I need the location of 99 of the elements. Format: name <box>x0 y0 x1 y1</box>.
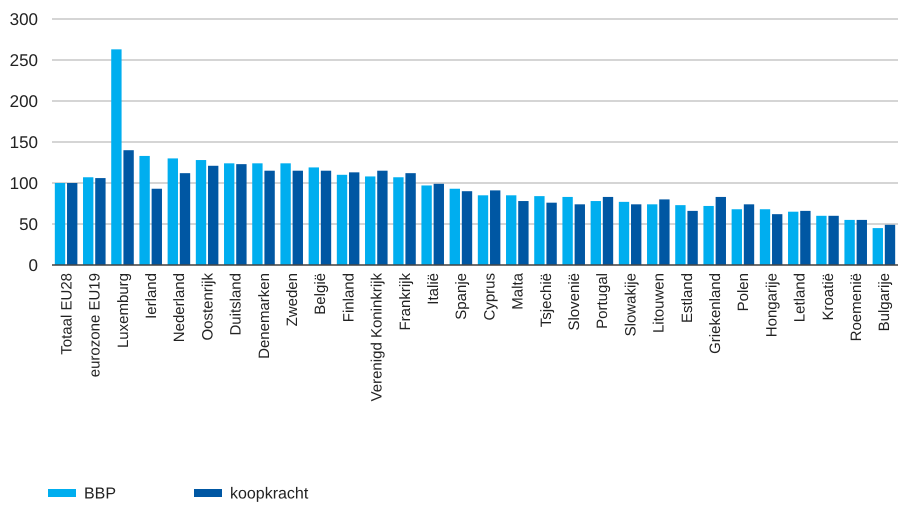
bar <box>760 209 770 265</box>
bar <box>788 212 798 265</box>
bar <box>152 188 162 265</box>
bar <box>377 170 388 265</box>
bar <box>506 195 516 265</box>
x-tick-label: Frankrijk <box>396 272 414 331</box>
x-tick-label: Spanje <box>453 273 470 320</box>
x-tick-label: Denemarken <box>256 273 273 359</box>
bar <box>872 228 883 265</box>
bar <box>67 183 78 265</box>
bar <box>562 196 573 265</box>
x-tick-label: Ierland <box>142 273 160 319</box>
bar <box>252 163 263 265</box>
y-tick-label: 50 <box>19 214 38 234</box>
x-tick-label: Estland <box>678 273 696 324</box>
bar <box>208 166 218 265</box>
bar <box>224 163 234 265</box>
x-tick-label: Roemenië <box>848 273 865 342</box>
bar <box>123 150 134 265</box>
bar <box>631 204 642 265</box>
x-tick-label: eurozone EU19 <box>86 273 104 378</box>
x-tick-label: Duitsland <box>228 273 245 336</box>
x-tick-label: Nederland <box>171 273 188 342</box>
x-tick-label: Malta <box>510 272 527 310</box>
y-tick-label: 150 <box>10 132 38 152</box>
bar <box>518 201 529 265</box>
y-tick-label: 300 <box>10 10 38 29</box>
bar <box>139 156 150 265</box>
y-tick-label: 200 <box>10 92 38 111</box>
x-tick-label: Slovenië <box>566 273 583 331</box>
x-tick-label: Italië <box>424 273 442 305</box>
bar <box>716 196 726 265</box>
x-tick-label: Tsjechië <box>538 273 555 328</box>
bar <box>180 173 190 265</box>
bar <box>772 214 782 265</box>
x-tick-label: Kroatië <box>820 273 837 321</box>
bar <box>196 160 206 265</box>
bar <box>828 216 839 265</box>
bar <box>647 204 658 265</box>
y-tick-label: 0 <box>28 256 38 275</box>
bar <box>462 191 472 265</box>
bar <box>602 196 614 265</box>
bar <box>884 224 896 265</box>
bar <box>434 184 444 265</box>
bar <box>490 190 500 265</box>
bar <box>732 209 742 265</box>
bar <box>83 177 94 265</box>
x-tick-label: Totaal EU28 <box>58 273 76 355</box>
bar <box>336 174 348 265</box>
x-tick-label: Letland <box>792 273 809 322</box>
bar <box>365 176 376 265</box>
bar <box>308 167 319 265</box>
bar <box>844 220 855 265</box>
bar <box>292 170 303 265</box>
x-tick-label: Zweden <box>284 273 301 326</box>
bar <box>421 185 432 265</box>
legend-label: BBP <box>84 486 116 503</box>
bar <box>675 205 686 265</box>
bar <box>816 216 827 265</box>
bar <box>111 49 122 265</box>
x-tick-label: Luxemburg <box>114 273 132 348</box>
x-tick-label: Oostenrijk <box>199 272 216 341</box>
bar <box>687 210 698 265</box>
bar <box>280 163 291 265</box>
x-tick-label: Hongarije <box>763 273 780 338</box>
bar <box>349 172 360 265</box>
x-tick-label: Verenigd Koninkrijk <box>368 272 386 402</box>
x-tick-label: Polen <box>735 273 752 312</box>
x-tick-label: Cyprus <box>481 273 498 321</box>
bar <box>450 188 460 265</box>
y-tick-label: 100 <box>10 174 38 193</box>
bar <box>264 170 275 265</box>
y-tick-label: 250 <box>10 50 38 70</box>
bar <box>590 201 601 265</box>
x-tick-label: Litouwen <box>650 273 668 334</box>
bar <box>659 199 670 265</box>
bar <box>800 210 811 265</box>
bar <box>618 202 630 265</box>
bar <box>744 204 754 265</box>
bar <box>168 158 178 265</box>
bar <box>534 196 545 265</box>
x-tick-label: Slowakije <box>622 273 640 336</box>
bar <box>54 183 66 265</box>
bar <box>405 173 416 265</box>
bar <box>393 177 404 265</box>
bar <box>320 170 332 265</box>
x-tick-label: België <box>312 273 330 315</box>
bar <box>703 206 714 265</box>
bar <box>236 164 247 265</box>
x-tick-label: Finland <box>340 273 358 322</box>
legend-label: koopkracht <box>230 486 309 503</box>
bar <box>95 178 106 265</box>
bar <box>574 204 585 265</box>
bar <box>546 202 557 265</box>
x-tick-label: Bulgarije <box>876 273 894 332</box>
x-tick-label: Portugal <box>594 273 612 329</box>
x-tick-label: Griekenland <box>706 273 724 354</box>
bar <box>478 195 488 265</box>
bar <box>856 220 867 265</box>
